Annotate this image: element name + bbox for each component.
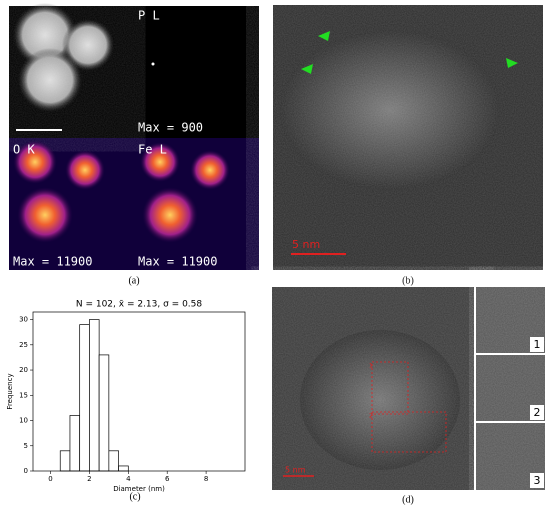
y-tick-label: 0 xyxy=(24,467,28,475)
y-tick-label: 10 xyxy=(19,417,28,425)
y-tick-label: 5 xyxy=(24,442,28,450)
element-label: O K xyxy=(13,143,35,157)
panel-d: 1 2 5 nm 1 2 3 (d) xyxy=(272,287,545,505)
caption: (c) xyxy=(129,491,140,502)
caption: (b) xyxy=(402,275,414,286)
panel-b: 5 nm (b) xyxy=(273,5,543,286)
x-tick-label: 0 xyxy=(48,475,52,483)
bar xyxy=(59,450,71,472)
region-label: 2 xyxy=(369,413,373,420)
inset-badge xyxy=(530,405,544,420)
particle xyxy=(142,187,198,243)
max-label: Max = 11900 xyxy=(138,255,217,269)
arrow xyxy=(318,31,330,41)
bar xyxy=(69,415,81,472)
histogram: N = 102, x̄ = 2.13, σ = 0.58 Diameter (nm… xyxy=(6,300,246,493)
inset-badge xyxy=(530,473,544,488)
bar xyxy=(108,450,119,472)
region xyxy=(371,411,447,453)
particle xyxy=(65,150,105,190)
y-tick-label: 30 xyxy=(19,316,28,324)
bar xyxy=(98,354,110,472)
panel-a: P L Max = 900 O K Max = 11900 Fe L Max =… xyxy=(9,3,259,286)
x-tick-label: 8 xyxy=(204,475,208,483)
caption: (a) xyxy=(128,275,139,286)
bar xyxy=(79,324,90,472)
region xyxy=(371,361,409,415)
inset-label: 1 xyxy=(534,338,541,351)
y-tick-label: 20 xyxy=(19,366,28,374)
bar xyxy=(118,465,129,472)
arrow xyxy=(301,64,313,74)
particle xyxy=(140,142,180,182)
chart-title: N = 102, x̄ = 2.13, σ = 0.58 xyxy=(76,300,203,310)
scale-label: 5 nm xyxy=(285,466,306,475)
caption: (d) xyxy=(402,494,414,505)
scale-label: 5 nm xyxy=(292,238,320,251)
arrow xyxy=(506,58,518,68)
element-label: Fe L xyxy=(138,143,167,157)
noise xyxy=(273,5,543,270)
plot-frame xyxy=(32,311,246,472)
inset-label: 2 xyxy=(534,406,541,419)
x-tick-label: 2 xyxy=(87,475,91,483)
x-axis-label: Diameter (nm) xyxy=(113,485,165,493)
y-tick-label: 25 xyxy=(19,341,28,349)
max-label: Max = 11900 xyxy=(13,255,92,269)
particle xyxy=(190,150,230,190)
inset-label: 3 xyxy=(534,474,541,487)
inset-badge xyxy=(530,337,544,352)
noise xyxy=(9,6,133,138)
bar xyxy=(89,319,100,472)
max-label: Max = 900 xyxy=(138,121,203,135)
noise xyxy=(476,287,545,490)
region-label: 1 xyxy=(369,363,373,370)
dot xyxy=(151,62,155,66)
element-label: P L xyxy=(138,9,160,23)
y-tick-label: 15 xyxy=(19,391,28,399)
x-tick-label: 6 xyxy=(165,475,170,483)
noise xyxy=(272,287,474,490)
particle xyxy=(17,187,73,243)
y-axis-label: Frequency xyxy=(6,373,14,409)
particle xyxy=(13,140,57,184)
x-tick-label: 4 xyxy=(126,475,131,483)
